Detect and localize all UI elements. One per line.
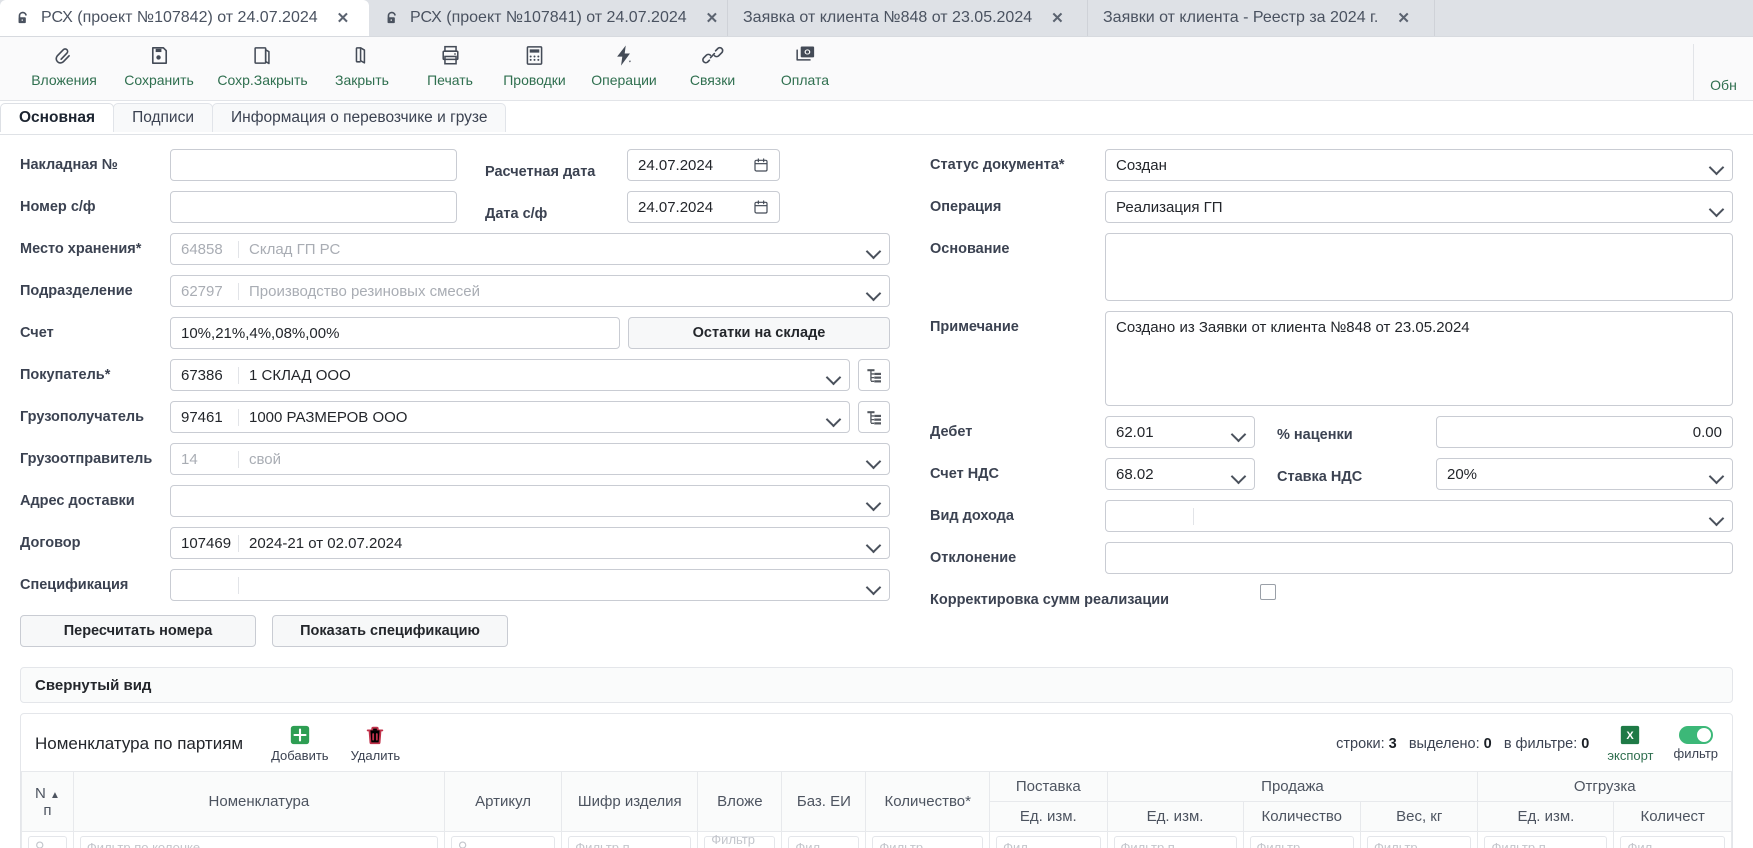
svg-text:X: X [1627,730,1635,742]
